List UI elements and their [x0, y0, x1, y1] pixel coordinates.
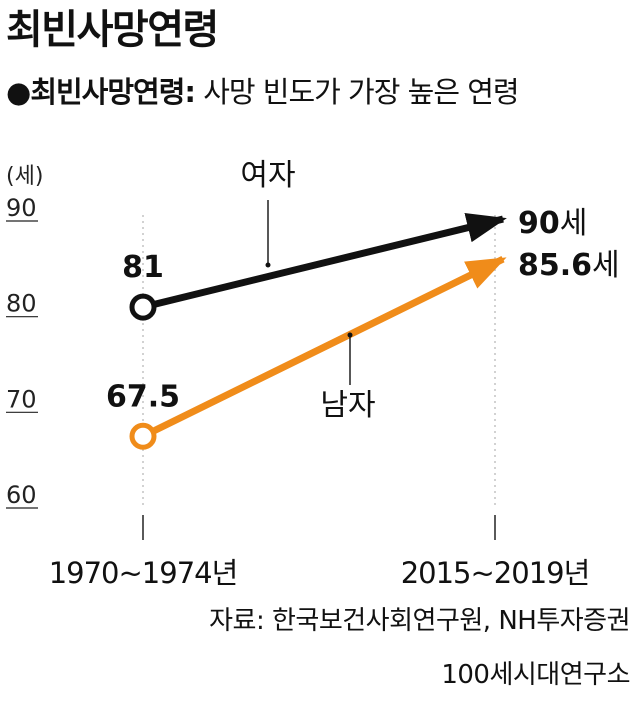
y-tick-label: 80	[6, 290, 37, 318]
x-axis: 1970~1974년 2015~2019년	[49, 215, 590, 590]
series-line	[151, 256, 507, 435]
chart-subtitle: ●최빈사망연령: 사망 빈도가 가장 높은 연령	[6, 74, 520, 112]
data-label-value: 85.6	[518, 248, 592, 283]
source-note-org: 100세시대연구소	[441, 660, 630, 690]
data-point-marker	[129, 422, 157, 450]
source-note: 자료: 한국보건사회연구원, NH투자증권	[209, 606, 630, 636]
data-label: 85.6세	[518, 248, 620, 283]
data-label: 67.5	[106, 379, 180, 414]
data-point-marker	[129, 293, 157, 321]
y-tick-label: 70	[6, 385, 37, 413]
data-label: 90세	[518, 206, 587, 241]
data-label-unit: 세	[592, 248, 620, 283]
y-tick-label: 90	[6, 194, 37, 222]
y-axis-unit: (세)	[6, 164, 43, 189]
series-name-label: 여자	[240, 158, 295, 193]
data-label: 81	[122, 250, 164, 285]
data-label-value: 90	[518, 206, 560, 241]
y-tick-label: 60	[6, 481, 37, 509]
subtitle-term: 최빈사망연령:	[30, 75, 196, 109]
data-label-unit: 세	[560, 206, 588, 241]
y-axis: (세) 90 80 70 60	[6, 164, 43, 509]
x-tick-label: 1970~1974년	[49, 556, 238, 590]
subtitle-definition: 사망 빈도가 가장 높은 연령	[203, 75, 519, 109]
series-name-label: 남자	[320, 388, 375, 423]
x-tick-label: 2015~2019년	[401, 556, 590, 590]
series-line	[152, 213, 507, 308]
subtitle-bullet: ●	[6, 75, 31, 109]
series-leader-dot	[265, 262, 271, 268]
chart-title: 최빈사망연령	[6, 7, 219, 53]
series-leader-dot	[347, 332, 353, 338]
